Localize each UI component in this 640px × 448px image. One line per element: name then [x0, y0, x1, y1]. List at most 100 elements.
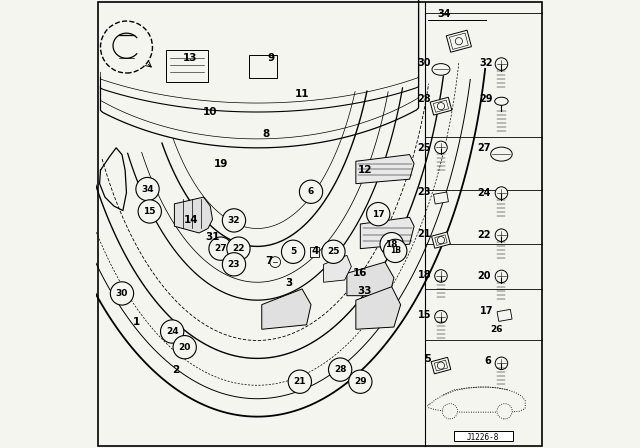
Circle shape: [110, 282, 134, 305]
Circle shape: [328, 358, 352, 381]
Circle shape: [437, 362, 445, 369]
Circle shape: [383, 239, 407, 263]
Polygon shape: [324, 255, 351, 282]
Circle shape: [435, 270, 447, 282]
Text: 1: 1: [132, 317, 140, 327]
Bar: [433, 100, 449, 112]
Circle shape: [435, 141, 447, 154]
Text: 10: 10: [203, 107, 218, 117]
Circle shape: [495, 357, 508, 370]
Circle shape: [349, 370, 372, 393]
Polygon shape: [360, 217, 414, 249]
Text: 22: 22: [232, 244, 244, 253]
Ellipse shape: [432, 64, 450, 75]
Circle shape: [288, 370, 312, 393]
Ellipse shape: [495, 97, 508, 105]
Circle shape: [495, 58, 508, 70]
Circle shape: [437, 103, 445, 110]
Circle shape: [322, 240, 345, 263]
Text: J1226-8: J1226-8: [467, 433, 499, 442]
Circle shape: [300, 180, 323, 203]
Text: 34: 34: [141, 185, 154, 194]
Polygon shape: [174, 197, 212, 233]
Text: 32: 32: [228, 216, 240, 225]
Circle shape: [455, 38, 463, 45]
Polygon shape: [356, 287, 401, 329]
Text: 25: 25: [327, 247, 340, 256]
Text: 8: 8: [262, 129, 270, 139]
Text: 26: 26: [491, 325, 503, 334]
Bar: [310, 247, 319, 257]
Circle shape: [367, 202, 390, 226]
Circle shape: [209, 237, 232, 260]
Text: 32: 32: [479, 58, 493, 68]
Circle shape: [497, 404, 512, 419]
Ellipse shape: [491, 147, 512, 161]
Text: 13: 13: [183, 53, 197, 63]
Text: 6: 6: [308, 187, 314, 196]
Bar: [430, 97, 452, 115]
Text: 14: 14: [184, 215, 198, 225]
Text: 34: 34: [437, 9, 451, 19]
Text: 15: 15: [143, 207, 156, 216]
Text: 5: 5: [290, 247, 296, 256]
Bar: [431, 232, 451, 248]
Text: 22: 22: [477, 230, 491, 240]
Circle shape: [161, 320, 184, 343]
Text: 1B: 1B: [390, 246, 401, 255]
Text: 27: 27: [477, 143, 491, 153]
Bar: [435, 360, 447, 371]
Text: 5: 5: [424, 354, 431, 364]
FancyBboxPatch shape: [166, 50, 207, 82]
Text: 21: 21: [294, 377, 306, 386]
Text: 30: 30: [116, 289, 128, 298]
Text: 7: 7: [265, 256, 272, 266]
Polygon shape: [347, 262, 394, 296]
Circle shape: [227, 237, 250, 260]
Circle shape: [100, 21, 152, 73]
Text: 30: 30: [418, 58, 431, 68]
Text: 24: 24: [477, 188, 491, 198]
Text: 18: 18: [417, 270, 431, 280]
Text: 28: 28: [417, 95, 431, 104]
Bar: [454, 431, 513, 441]
Bar: [433, 192, 449, 204]
Circle shape: [495, 187, 508, 199]
Circle shape: [437, 237, 445, 244]
Polygon shape: [356, 155, 414, 184]
Text: 2: 2: [172, 365, 179, 375]
Text: 20: 20: [477, 271, 491, 281]
Circle shape: [222, 209, 246, 232]
Text: 17: 17: [481, 306, 494, 316]
Text: 18: 18: [385, 240, 398, 249]
Circle shape: [380, 233, 403, 256]
Circle shape: [442, 404, 458, 419]
Circle shape: [495, 270, 508, 283]
Text: 21: 21: [418, 229, 431, 239]
Text: 31: 31: [205, 233, 220, 242]
Text: 19: 19: [214, 159, 228, 168]
Text: 15: 15: [418, 310, 431, 320]
Text: 24: 24: [166, 327, 179, 336]
Text: 23: 23: [228, 260, 240, 269]
Circle shape: [282, 240, 305, 263]
Bar: [431, 358, 451, 374]
Text: 16: 16: [353, 268, 367, 278]
Circle shape: [222, 253, 246, 276]
Text: 33: 33: [358, 286, 372, 296]
Text: 28: 28: [334, 365, 346, 374]
Circle shape: [138, 200, 161, 223]
Circle shape: [136, 177, 159, 201]
Text: 12: 12: [358, 165, 372, 175]
Circle shape: [495, 229, 508, 241]
Polygon shape: [262, 289, 311, 329]
Text: 3: 3: [285, 278, 292, 288]
Text: 29: 29: [354, 377, 367, 386]
Circle shape: [270, 257, 280, 267]
Circle shape: [435, 310, 447, 323]
Bar: [435, 235, 447, 246]
Text: 6: 6: [484, 356, 491, 366]
Text: 20: 20: [179, 343, 191, 352]
Bar: [497, 310, 512, 321]
FancyBboxPatch shape: [249, 55, 276, 78]
